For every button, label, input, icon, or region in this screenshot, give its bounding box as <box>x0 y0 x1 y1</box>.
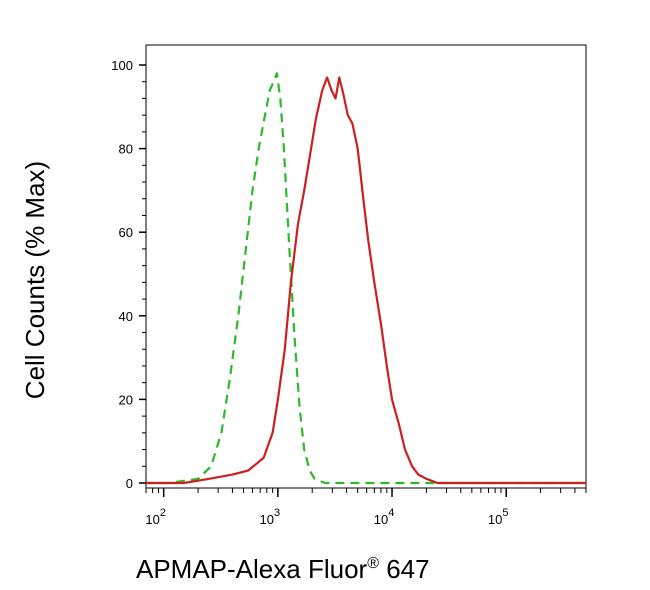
y-tick-label: 40 <box>119 309 133 324</box>
x-tick-exponent: 3 <box>274 507 280 519</box>
y-tick-label: 100 <box>111 58 133 73</box>
y-tick-label: 0 <box>126 476 133 491</box>
x-tick-base: 10 <box>374 512 388 527</box>
y-axis-title: Cell Counts (% Max) <box>20 161 50 399</box>
y-axis: 0 20 40 60 80 100 <box>111 58 146 491</box>
x-axis-title-suffix: 647 <box>379 554 430 584</box>
x-axis: 102 103 104 105 <box>145 488 587 527</box>
x-tick-base: 10 <box>145 512 159 527</box>
x-tick-exponent: 5 <box>502 507 508 519</box>
control-histogram-line <box>146 72 586 485</box>
plot-frame <box>145 44 587 489</box>
series-layer <box>146 72 586 485</box>
sample-histogram-line <box>146 76 586 485</box>
x-tick-base: 10 <box>260 512 274 527</box>
x-tick-exponent: 2 <box>160 507 166 519</box>
x-axis-title-main: APMAP-Alexa Fluor <box>136 554 368 584</box>
y-tick-label: 80 <box>119 142 133 157</box>
y-tick-label: 20 <box>119 392 133 407</box>
x-tick-base: 10 <box>488 512 502 527</box>
x-tick-label: 104 <box>374 507 395 527</box>
x-tick-label: 103 <box>260 507 281 527</box>
x-axis-title: APMAP-Alexa Fluor® 647 <box>136 554 430 584</box>
x-tick-label: 105 <box>488 507 509 527</box>
x-axis-title-mark: ® <box>367 555 379 572</box>
x-tick-exponent: 4 <box>388 507 394 519</box>
x-tick-label: 102 <box>145 507 166 527</box>
y-tick-label: 60 <box>119 225 133 240</box>
